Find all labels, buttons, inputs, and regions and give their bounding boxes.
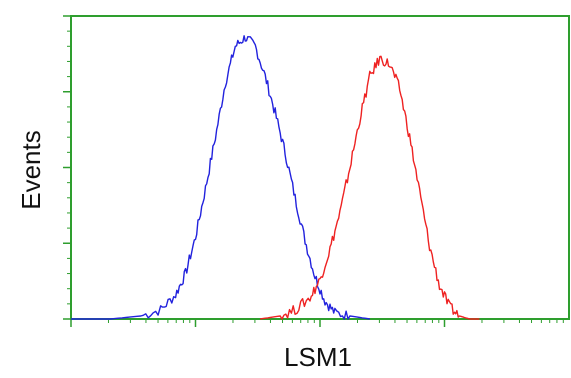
series-line-2 [260,55,480,320]
y-axis-label: Events [16,130,46,210]
x-axis-label: LSM1 [284,342,352,372]
series-group [71,35,480,320]
plot-frame [70,15,570,320]
axis-ticks [63,15,564,327]
series-line-1 [71,35,370,320]
